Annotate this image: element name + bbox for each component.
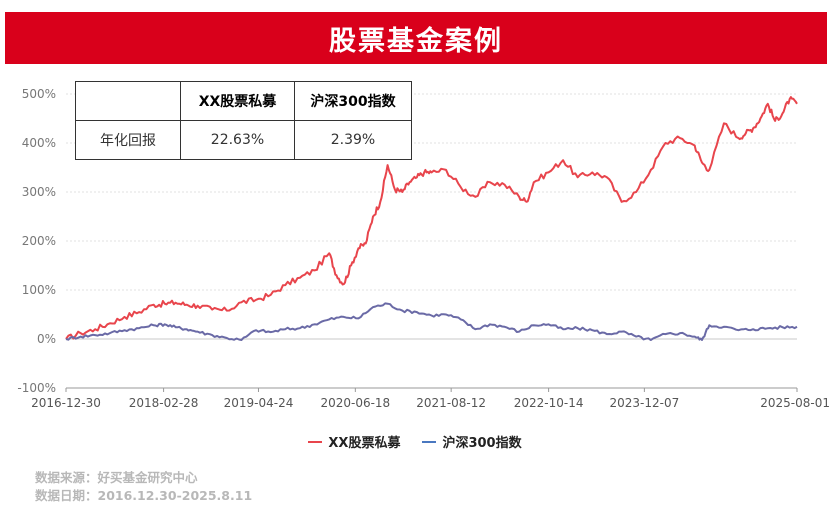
- data-date-text: 数据日期：2016.12.30-2025.8.11: [35, 488, 253, 503]
- table-header-row: XX股票私募 沪深300指数: [75, 81, 412, 121]
- legend-item-index: 沪深300指数: [422, 432, 522, 451]
- table-header-private-fund: XX股票私募: [180, 81, 295, 121]
- y-tick-label: -100%: [17, 381, 56, 395]
- table-cell-private-fund-return: 22.63%: [180, 120, 295, 160]
- x-tick-label: 2016-12-30: [31, 396, 101, 410]
- footer-source: 数据来源：好买基金研究中心 数据日期：2016.12.30-2025.8.11: [35, 469, 252, 505]
- y-tick-label: 300%: [22, 185, 56, 199]
- legend-item-private-fund: XX股票私募: [308, 432, 400, 451]
- x-tick-label: 2019-04-24: [224, 396, 294, 410]
- title-banner: 股票基金案例: [5, 12, 827, 64]
- legend-label: 沪深300指数: [442, 436, 522, 451]
- data-source-text: 数据来源：好买基金研究中心: [35, 470, 198, 485]
- x-tick-label: 2018-02-28: [129, 396, 199, 410]
- x-tick-label: 2023-12-07: [609, 396, 679, 410]
- table-header-index: 沪深300指数: [294, 81, 412, 121]
- y-axis-ticks: 500% 400% 300% 200% 100% 0% -100%: [17, 87, 56, 395]
- x-axis-ticks: 2016-12-30 2018-02-28 2019-04-24 2020-06-18…: [31, 387, 830, 410]
- table-row: 年化回报 22.63% 2.39%: [75, 120, 412, 160]
- legend-swatch-blue: [422, 440, 437, 443]
- series-lines: [65, 96, 798, 341]
- x-tick-label: 2020-06-18: [320, 396, 390, 410]
- page-title: 股票基金案例: [329, 25, 503, 57]
- x-tick-label: 2022-10-14: [514, 396, 584, 410]
- table-header-empty: [75, 81, 181, 121]
- series-line-private-fund: [65, 96, 798, 340]
- x-tick-label: 2021-08-12: [416, 396, 486, 410]
- table-cell-index-return: 2.39%: [294, 120, 412, 160]
- y-tick-label: 200%: [22, 234, 56, 248]
- return-table: XX股票私募 沪深300指数 年化回报 22.63% 2.39%: [75, 81, 412, 160]
- table-row-label: 年化回报: [75, 120, 181, 160]
- x-tick-label: 2025-08-01: [760, 396, 830, 410]
- y-tick-label: 500%: [22, 87, 56, 101]
- y-tick-label: 100%: [22, 283, 56, 297]
- chart-legend: XX股票私募 沪深300指数: [0, 432, 830, 451]
- series-line-index: [65, 302, 798, 341]
- y-tick-label: 400%: [22, 136, 56, 150]
- y-tick-label: 0%: [37, 332, 56, 346]
- legend-label: XX股票私募: [328, 436, 401, 451]
- legend-swatch-red: [308, 440, 323, 443]
